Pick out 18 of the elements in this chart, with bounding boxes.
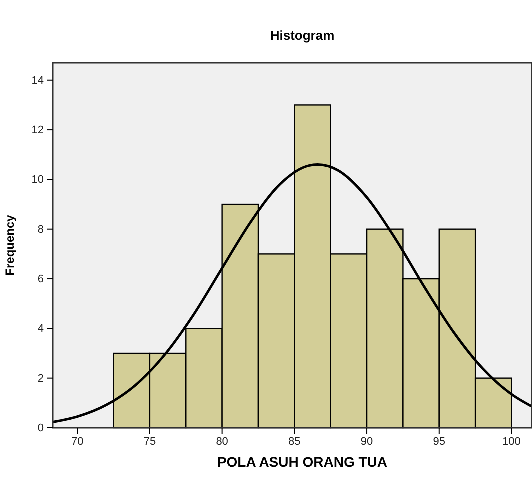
y-tick-label: 2 bbox=[38, 372, 44, 385]
x-tick-label: 85 bbox=[288, 436, 301, 448]
chart-title: Histogram bbox=[270, 28, 335, 43]
x-tick-label: 70 bbox=[71, 436, 84, 448]
x-axis-title: POLA ASUH ORANG TUA bbox=[217, 454, 388, 470]
x-tick-label: 75 bbox=[144, 436, 156, 448]
y-tick-label: 6 bbox=[38, 274, 44, 286]
y-tick-label: 8 bbox=[38, 224, 44, 236]
x-tick-label: 80 bbox=[216, 436, 228, 448]
x-tick-label: 100 bbox=[502, 436, 521, 448]
x-tick-label: 90 bbox=[360, 436, 374, 448]
y-tick-label: 14 bbox=[32, 74, 44, 87]
y-tick-label: 10 bbox=[32, 174, 44, 186]
y-tick-label: 12 bbox=[32, 124, 44, 137]
y-tick-label: 0 bbox=[38, 422, 44, 435]
y-tick-label: 4 bbox=[38, 323, 44, 336]
y-axis-title: Frequency bbox=[3, 214, 17, 276]
x-tick-label: 95 bbox=[433, 436, 446, 448]
